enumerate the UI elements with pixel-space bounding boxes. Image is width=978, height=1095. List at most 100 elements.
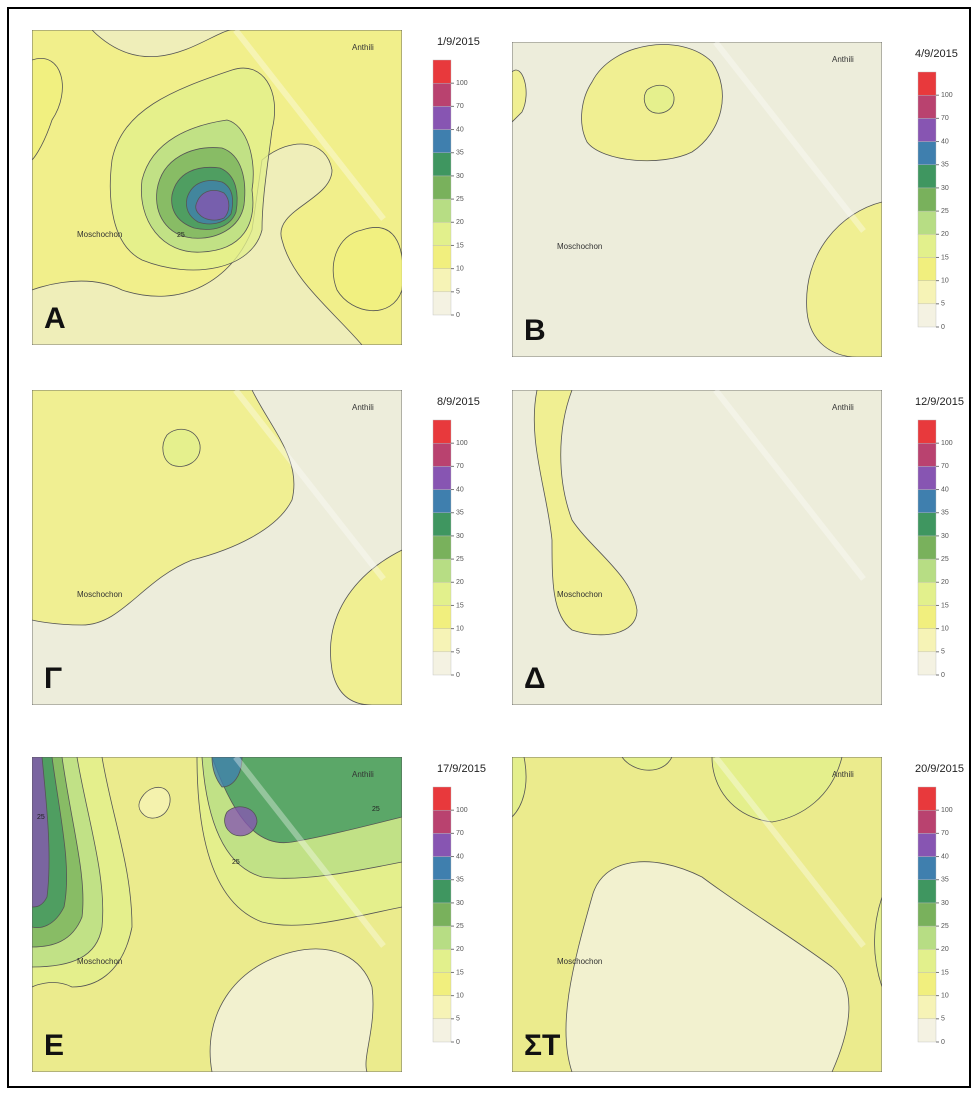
colorbar-label: 25	[941, 556, 949, 563]
colorbar-segment	[918, 949, 936, 972]
colorbar-label: 70	[456, 830, 464, 837]
contour-label: 25	[37, 814, 45, 821]
colorbar-segment	[918, 466, 936, 489]
figure: AnthiliMoschochonA251/9/2015051015202530…	[0, 0, 978, 1095]
place-label: Moschochon	[557, 590, 602, 599]
place-label: Anthili	[352, 770, 374, 779]
place-label: Anthili	[832, 770, 854, 779]
colorbar-segment	[433, 536, 451, 559]
colorbar-label: 35	[941, 510, 949, 517]
colorbar-segment	[918, 880, 936, 903]
colorbar-segment	[918, 926, 936, 949]
colorbar-label: 25	[456, 556, 464, 563]
colorbar-label: 35	[941, 162, 949, 169]
colorbar-segment	[433, 443, 451, 466]
panel-letter: ΣT	[524, 1029, 560, 1062]
colorbar-segment	[433, 130, 451, 153]
date: 4/9/2015	[915, 48, 958, 60]
colorbar-label: 10	[456, 992, 464, 999]
colorbar-label: 100	[456, 80, 468, 87]
colorbar-segment	[433, 245, 451, 268]
contour-label: 25	[232, 859, 240, 866]
colorbar-segment	[433, 787, 451, 810]
colorbar-segment	[433, 513, 451, 536]
place-label: Moschochon	[77, 590, 122, 599]
colorbar-label: 30	[456, 533, 464, 540]
colorbar-segment	[918, 118, 936, 141]
colorbar-label: 5	[456, 1016, 460, 1023]
colorbar-segment	[433, 582, 451, 605]
colorbar-label: 15	[941, 969, 949, 976]
colorbar-segment	[433, 926, 451, 949]
contour-region	[333, 228, 403, 311]
colorbar-label: 5	[941, 649, 945, 656]
panel-letter: E	[44, 1029, 64, 1062]
place-label: Anthili	[352, 403, 374, 412]
place-label: Moschochon	[557, 957, 602, 966]
colorbar-label: 100	[941, 440, 953, 447]
colorbar-segment	[918, 996, 936, 1019]
colorbar-segment	[918, 304, 936, 327]
colorbar-label: 25	[941, 923, 949, 930]
colorbar-label: 25	[941, 208, 949, 215]
colorbar-label: 30	[456, 900, 464, 907]
map-panel: AnthiliMoschochonA25	[32, 30, 403, 345]
colorbar-segment	[433, 153, 451, 176]
colorbar-label: 15	[456, 602, 464, 609]
date: 20/9/2015	[915, 763, 964, 775]
contour-region	[225, 807, 257, 836]
colorbar-segment	[433, 857, 451, 880]
colorbar-segment	[433, 420, 451, 443]
colorbar-segment	[918, 72, 936, 95]
colorbar-segment	[918, 95, 936, 118]
colorbar-segment	[918, 1019, 936, 1042]
colorbar-segment	[918, 972, 936, 995]
colorbar-label: 5	[456, 649, 460, 656]
place-label: Anthili	[352, 43, 374, 52]
colorbar-label: 70	[941, 830, 949, 837]
contour-region	[644, 85, 674, 113]
colorbar-label: 10	[941, 625, 949, 632]
place-label: Moschochon	[557, 242, 602, 251]
colorbar-segment	[918, 490, 936, 513]
colorbar-label: 25	[456, 196, 464, 203]
colorbar-segment	[918, 513, 936, 536]
colorbar-label: 100	[456, 807, 468, 814]
colorbar-segment	[918, 257, 936, 280]
colorbar-label: 35	[456, 877, 464, 884]
colorbar-label: 70	[456, 103, 464, 110]
colorbar-segment	[918, 165, 936, 188]
colorbar-label: 15	[456, 242, 464, 249]
colorbar-segment	[918, 605, 936, 628]
panel-letter: A	[44, 302, 66, 335]
colorbar-segment	[433, 605, 451, 628]
colorbar-label: 25	[456, 923, 464, 930]
place-label: Anthili	[832, 403, 854, 412]
colorbar-label: 35	[456, 510, 464, 517]
colorbar-label: 30	[941, 900, 949, 907]
contour-label: 25	[372, 806, 380, 813]
colorbar-label: 40	[456, 126, 464, 133]
map-panel: Anthili Moschochon ΣT	[512, 757, 882, 1072]
colorbar-label: 70	[456, 463, 464, 470]
colorbar-segment	[918, 652, 936, 675]
panel-letter: B	[524, 314, 546, 347]
colorbar-label: 0	[456, 312, 460, 319]
colorbar-segment	[433, 269, 451, 292]
colorbar-label: 10	[456, 265, 464, 272]
map-panel: AnthiliMoschochonB	[512, 42, 882, 357]
colorbar-segment	[433, 222, 451, 245]
date: 1/9/2015	[437, 36, 480, 48]
colorbar-segment	[433, 810, 451, 833]
colorbar-segment	[433, 833, 451, 856]
colorbar-label: 40	[456, 486, 464, 493]
colorbar-segment	[918, 420, 936, 443]
place-label: Moschochon	[77, 957, 122, 966]
colorbar-label: 15	[941, 254, 949, 261]
colorbar-label: 5	[941, 1016, 945, 1023]
colorbar-label: 20	[456, 946, 464, 953]
colorbar-segment	[433, 60, 451, 83]
colorbar-segment	[918, 142, 936, 165]
colorbar-label: 5	[941, 301, 945, 308]
colorbar-segment	[918, 787, 936, 810]
